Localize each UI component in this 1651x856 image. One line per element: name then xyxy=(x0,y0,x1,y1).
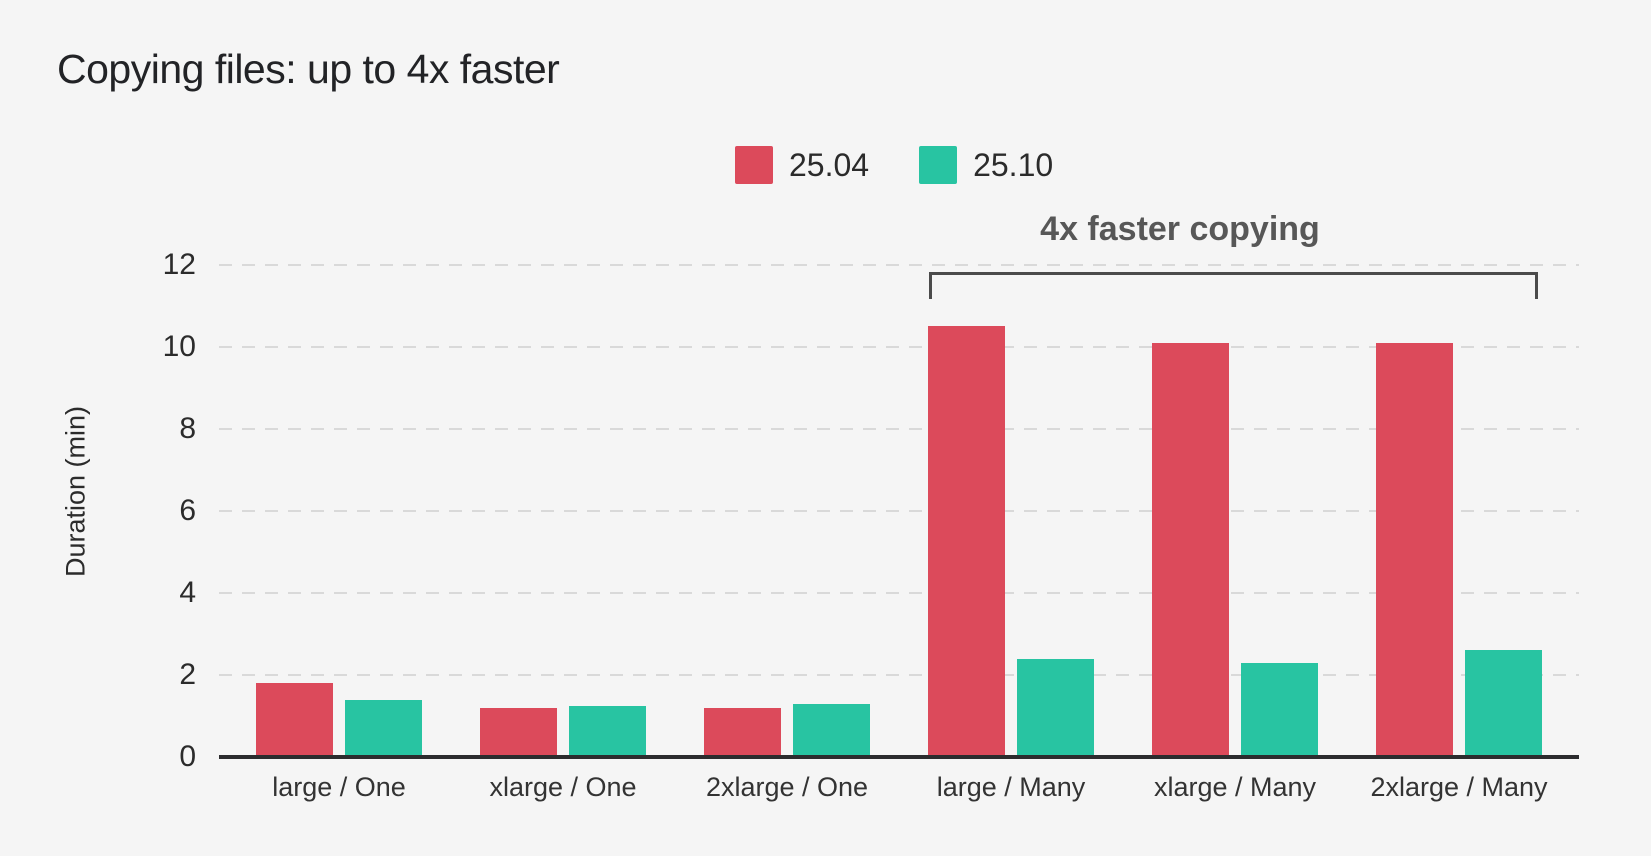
y-tick-label-12: 12 xyxy=(162,248,196,281)
bar-25-10-2xlarge-many xyxy=(1465,650,1542,757)
bar-25-04-large-many xyxy=(928,326,1005,757)
legend: 25.04 25.10 xyxy=(735,146,1053,184)
x-axis-line xyxy=(219,755,1579,759)
gridline-4 xyxy=(219,592,1579,594)
y-tick-label-2: 2 xyxy=(179,658,196,691)
chart-title: Copying files: up to 4x faster xyxy=(57,46,560,92)
gridline-12 xyxy=(219,264,1579,266)
gridline-8 xyxy=(219,428,1579,430)
legend-label: 25.04 xyxy=(789,146,870,183)
y-axis-label: Duration (min) xyxy=(60,405,91,578)
x-tick-label-2xlarge-many: 2xlarge / Many xyxy=(1370,772,1548,802)
gridline-6 xyxy=(219,510,1579,512)
gridline-10 xyxy=(219,346,1579,348)
x-tick-label-2xlarge-one: 2xlarge / One xyxy=(705,772,869,802)
legend-item-2504: 25.04 xyxy=(735,146,869,184)
x-tick-label-xlarge-one: xlarge / One xyxy=(489,772,637,802)
y-tick-label-8: 8 xyxy=(179,412,196,445)
annotation-bracket xyxy=(929,272,1538,299)
y-tick-label-10: 10 xyxy=(162,330,196,363)
legend-label: 25.10 xyxy=(973,146,1054,183)
y-tick-label-6: 6 xyxy=(179,494,196,527)
bar-25-04-xlarge-many xyxy=(1152,343,1229,757)
bar-25-10-xlarge-one xyxy=(569,706,646,757)
x-tick-label-xlarge-many: xlarge / Many xyxy=(1153,772,1317,802)
bar-25-04-xlarge-one xyxy=(480,708,557,757)
bar-25-10-2xlarge-one xyxy=(793,704,870,757)
bar-25-04-2xlarge-many xyxy=(1376,343,1453,757)
x-tick-label-large-many: large / Many xyxy=(936,772,1086,802)
bar-25-04-2xlarge-one xyxy=(704,708,781,757)
legend-item-2510: 25.10 xyxy=(919,146,1053,184)
bar-25-10-large-many xyxy=(1017,659,1094,757)
legend-swatch-red xyxy=(735,146,773,184)
x-tick-label-large-one: large / One xyxy=(272,772,406,802)
bar-25-04-large-one xyxy=(256,683,333,757)
y-tick-label-4: 4 xyxy=(179,576,196,609)
annotation-text: 4x faster copying xyxy=(1040,210,1320,248)
bar-25-10-large-one xyxy=(345,700,422,757)
legend-swatch-teal xyxy=(919,146,958,184)
y-tick-label-0: 0 xyxy=(179,740,196,773)
bar-25-10-xlarge-many xyxy=(1241,663,1318,757)
gridline-2 xyxy=(219,674,1579,676)
